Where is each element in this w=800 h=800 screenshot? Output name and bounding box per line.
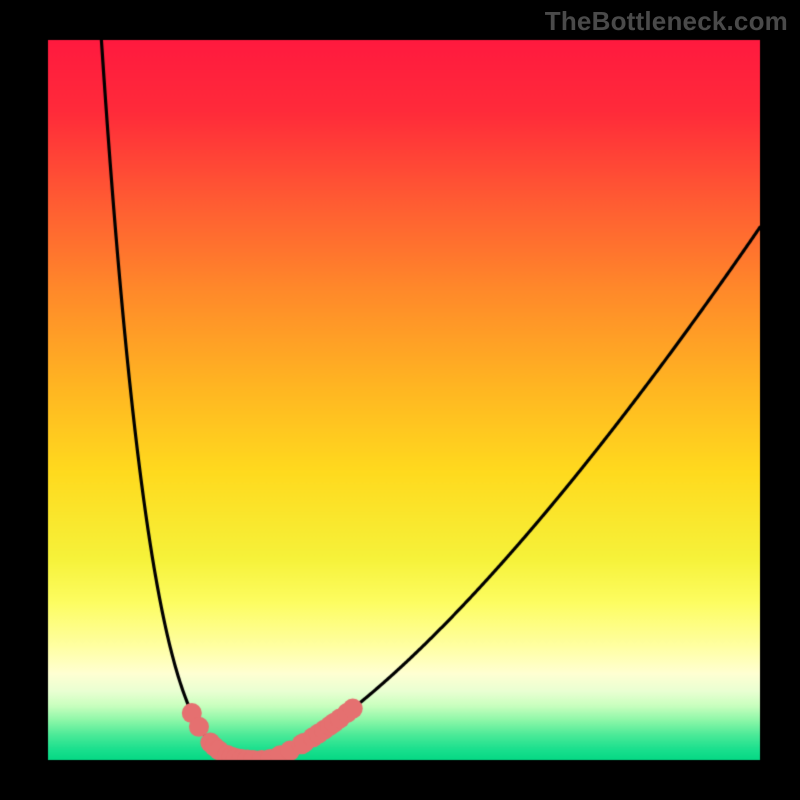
bottleneck-curve-chart <box>0 0 800 800</box>
chart-stage: TheBottleneck.com <box>0 0 800 800</box>
watermark-text: TheBottleneck.com <box>545 6 788 37</box>
